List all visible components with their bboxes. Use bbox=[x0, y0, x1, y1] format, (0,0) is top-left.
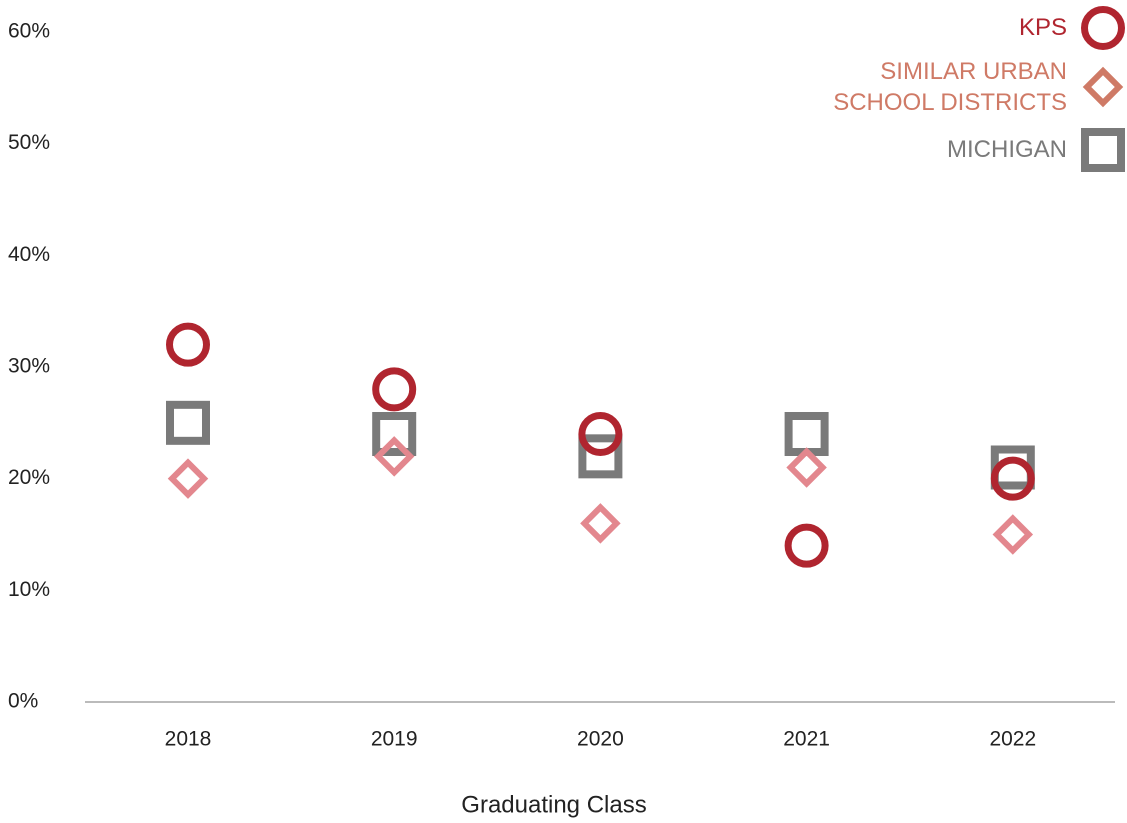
data-point bbox=[167, 458, 209, 499]
data-point bbox=[373, 436, 415, 477]
y-tick-label: 40% bbox=[8, 243, 50, 266]
legend-label: KPS bbox=[1018, 14, 1067, 41]
legend-marker bbox=[1081, 128, 1125, 172]
data-point bbox=[166, 322, 210, 367]
y-tick-label: 50% bbox=[8, 131, 50, 154]
data-point bbox=[372, 412, 417, 456]
data-point bbox=[990, 456, 1035, 501]
legend-label: MICHIGAN bbox=[947, 136, 1067, 163]
data-point bbox=[166, 400, 210, 445]
data-point bbox=[580, 503, 621, 544]
y-tick-label: 10% bbox=[8, 578, 50, 601]
legend-label: SIMILAR URBAN SCHOOL DISTRICTS bbox=[833, 58, 1067, 116]
data-point bbox=[786, 447, 827, 488]
x-tick-label: 2021 bbox=[783, 728, 830, 751]
x-tick-label: 2019 bbox=[371, 728, 418, 751]
y-tick-label: 30% bbox=[8, 355, 50, 378]
data-point bbox=[372, 367, 417, 412]
legend-marker bbox=[1082, 66, 1124, 108]
y-tick-label: 60% bbox=[8, 20, 50, 43]
x-tick-label: 2020 bbox=[577, 728, 624, 751]
x-tick-label: 2022 bbox=[989, 728, 1036, 751]
x-axis-label: Graduating Class bbox=[461, 791, 646, 818]
legend-marker bbox=[1081, 6, 1125, 50]
data-point bbox=[578, 434, 623, 479]
data-point bbox=[784, 412, 829, 456]
data-point bbox=[578, 412, 623, 456]
data-point bbox=[992, 514, 1034, 555]
y-tick-label: 0% bbox=[8, 690, 38, 713]
y-tick-label: 20% bbox=[8, 466, 50, 489]
x-tick-label: 2018 bbox=[165, 728, 212, 751]
data-point bbox=[784, 523, 829, 568]
